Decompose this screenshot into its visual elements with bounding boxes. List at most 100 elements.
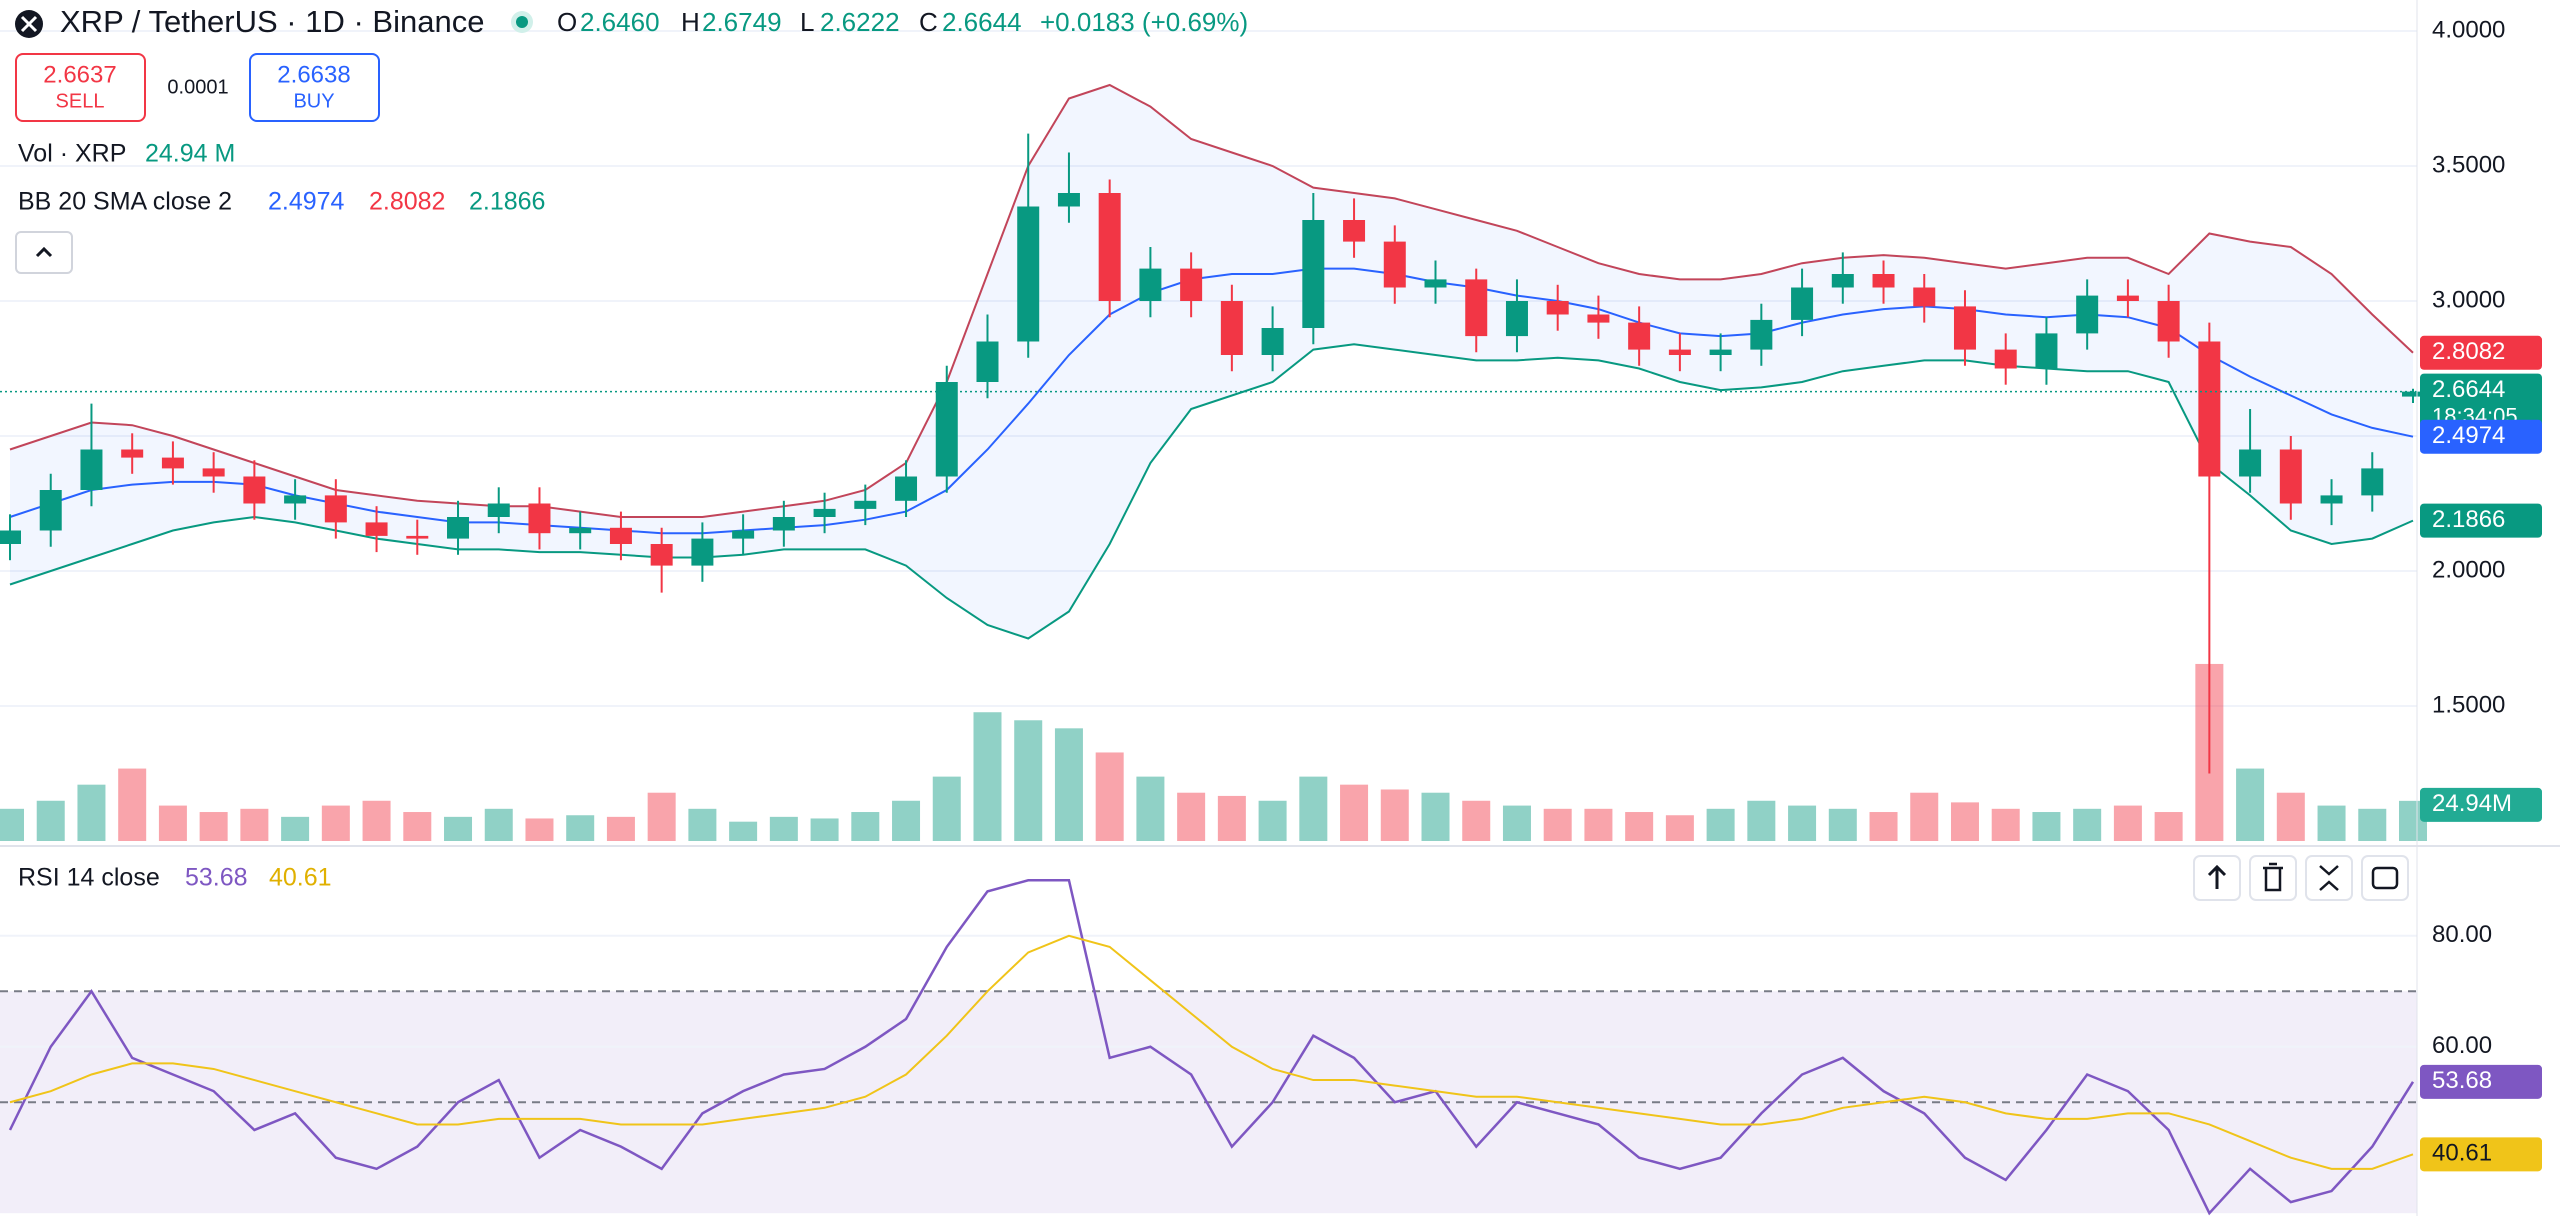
trade-panel: 2.6637 SELL 0.0001 2.6638 BUY [15, 53, 380, 122]
volume-bar [0, 808, 24, 841]
sell-button[interactable] [15, 53, 146, 122]
upper-badge: 2.8082 [2432, 338, 2505, 365]
candle-body [1994, 349, 2017, 369]
volume-bar [1421, 792, 1450, 841]
candle-body [528, 503, 551, 534]
symbol-title: XRP / TetherUS · 1D · Binance [60, 4, 484, 39]
volume-bar [2154, 812, 2183, 841]
candle-body [2402, 391, 2424, 397]
candle-body [1017, 206, 1040, 342]
candle-body [2361, 468, 2384, 496]
candle-body [1302, 220, 1325, 328]
volume-bar [647, 792, 676, 841]
header: XRP / TetherUS · 1D · Binance O 2.6460 H… [15, 4, 1248, 39]
bb-legend: BB 20 SMA close 2 [18, 188, 232, 216]
candle-body [1831, 274, 1854, 288]
collapse-icon [35, 246, 53, 258]
candle-body [2076, 295, 2099, 334]
ohlc-value: 2.6460 [580, 7, 660, 37]
volume-bar [2032, 812, 2061, 841]
volume-bar [1543, 808, 1572, 841]
volume-bar [281, 816, 310, 841]
candle-body [487, 503, 510, 517]
candle-body [1180, 268, 1203, 301]
candle-body [406, 535, 429, 539]
volume-bar [688, 808, 717, 841]
volume-legend-value: 24.94 M [145, 140, 235, 168]
ohlc-label: L [800, 7, 814, 37]
candle-body [2320, 495, 2343, 504]
candle-body [284, 495, 307, 504]
volume-legend: Vol · XRP [18, 140, 126, 168]
middle-badge: 2.4974 [2432, 422, 2505, 449]
volume-bar [362, 800, 391, 841]
bb-legend-value: 2.1866 [469, 188, 545, 216]
volume-bar [1217, 795, 1246, 841]
candle-body [609, 527, 632, 544]
ohlc-value: 2.6222 [820, 7, 900, 37]
rsi-legend: RSI 14 close [18, 864, 160, 892]
volume-bar [1625, 812, 1654, 841]
y-tick-label: 2.0000 [2432, 556, 2505, 583]
volume-bar [1788, 805, 1817, 841]
candle-body [976, 341, 999, 382]
volume-bar [606, 816, 635, 841]
candle-body [1383, 241, 1406, 288]
volume-bar [199, 812, 228, 841]
close-badge-bg [2420, 373, 2542, 434]
volume-bar [444, 816, 473, 841]
rsi-legend-value: 40.61 [269, 864, 332, 892]
rsi-ma-badge-bg [2420, 1137, 2542, 1172]
ohlc-change: +0.0183 (+0.69%) [1040, 7, 1248, 37]
candle-body [202, 468, 225, 477]
volume-bar [321, 805, 350, 841]
candle-body [1424, 279, 1447, 288]
candle-body [569, 527, 592, 534]
volume-bar [1258, 800, 1287, 841]
rsi-line [8, 879, 2415, 1216]
maximize-button[interactable] [2361, 855, 2409, 901]
candle-body [1913, 287, 1936, 307]
volume-bar [1095, 752, 1124, 841]
volume-bar [77, 784, 106, 841]
candle-body [1628, 322, 1651, 350]
candle-body [1872, 274, 1895, 288]
volume-bar [2317, 805, 2346, 841]
volume-bar [973, 712, 1002, 841]
ohlc-value: 2.6644 [942, 7, 1022, 37]
lower-badge-bg [2420, 503, 2542, 538]
candle-body [2198, 341, 2221, 477]
candle-body [1709, 349, 1732, 355]
candle-body [0, 530, 21, 544]
volume-bar [158, 805, 187, 841]
buy-label: BUY [293, 90, 334, 112]
middle-badge-bg [2420, 419, 2542, 454]
candle-body [447, 517, 470, 539]
volume-bar [1380, 789, 1409, 841]
y-tick-label: 4.0000 [2432, 16, 2505, 43]
candle-body [243, 476, 266, 504]
volume-bar [2113, 805, 2142, 841]
volume-bar [2276, 792, 2305, 841]
rsi-ma-line [9, 934, 2414, 1170]
candle-body [324, 495, 347, 523]
candle-body [854, 500, 877, 509]
upper-badge-bg [2420, 335, 2542, 370]
bb-legend-value: 2.4974 [268, 188, 345, 216]
rsi-tick-label: 80.00 [2432, 921, 2492, 948]
collapse-button[interactable] [15, 231, 73, 274]
candle-body [1750, 319, 1773, 350]
move-up-icon [2207, 864, 2227, 889]
y-tick-label: 3.5000 [2432, 151, 2505, 178]
volume-bar [1014, 720, 1043, 841]
collapse-pane-button[interactable] [2305, 855, 2353, 901]
collapse-pane-icon [2319, 865, 2339, 891]
bb-middle-line [9, 267, 2414, 535]
lower-badge: 2.1866 [2432, 506, 2505, 533]
volume-bar [36, 800, 65, 841]
ohlc-label: H [681, 7, 700, 37]
buy-button[interactable] [249, 53, 380, 122]
candle-body [1791, 287, 1814, 320]
delete-button[interactable] [2249, 855, 2297, 901]
